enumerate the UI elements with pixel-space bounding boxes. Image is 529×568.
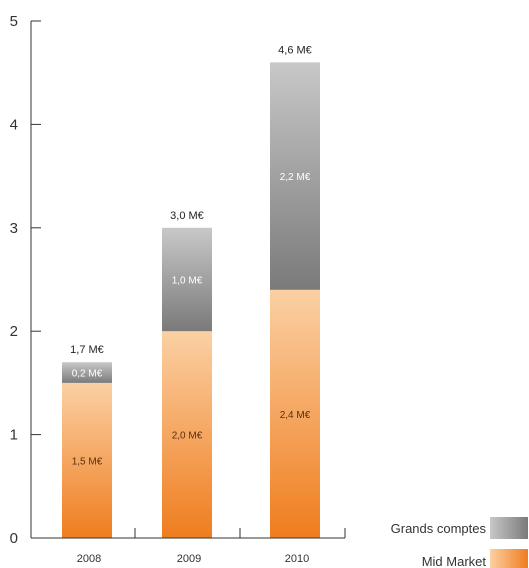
y-tick-label: 5 <box>10 13 18 30</box>
bar-grands-comptes <box>62 362 112 383</box>
legend-label-mid-market: Mid Market <box>422 554 487 568</box>
bar-total-label: 4,6 M€ <box>278 44 312 56</box>
bar-grands-comptes <box>162 227 212 332</box>
legend: Grands comptes Mid Market <box>391 517 528 568</box>
y-tick-label: 1 <box>10 427 18 444</box>
legend-swatch-mid-market <box>490 549 528 568</box>
y-tick-label: 4 <box>10 116 18 133</box>
bar-mid-market-value-label: 2,0 M€ <box>172 431 203 442</box>
bar-mid-market-value-label: 1,5 M€ <box>72 456 103 467</box>
bar-mid-market <box>62 382 112 538</box>
x-category-label: 2009 <box>177 553 201 565</box>
axes-layer: 0 1 2 3 4 5 2008 2009 2010 <box>10 13 346 565</box>
x-category-label: 2010 <box>285 553 309 565</box>
bar-total-label: 3,0 M€ <box>170 210 204 222</box>
bar-grands-comptes <box>270 62 320 290</box>
bar-mid-market-value-label: 2,4 M€ <box>280 410 311 421</box>
y-tick-label: 2 <box>10 323 18 340</box>
bars-layer: 1,5 M€ 0,2 M€ 1,7 M€ 2,0 M€ 1,0 M€ 3,0 M€ 2,4 … <box>62 44 320 538</box>
legend-label-grands-comptes: Grands comptes <box>391 521 487 536</box>
y-tick-label: 3 <box>10 220 18 237</box>
bar-grands-comptes-value-label: 1,0 M€ <box>172 276 203 287</box>
bar-mid-market <box>162 331 212 538</box>
bar-grands-comptes-value-label: 0,2 M€ <box>72 369 103 380</box>
bar-mid-market <box>270 289 320 538</box>
bar-grands-comptes-value-label: 2,2 M€ <box>280 172 311 183</box>
bar-total-label: 1,7 M€ <box>70 344 104 356</box>
legend-swatch-grands-comptes <box>490 517 528 539</box>
y-tick-label: 0 <box>10 530 18 547</box>
x-category-label: 2008 <box>77 553 101 565</box>
